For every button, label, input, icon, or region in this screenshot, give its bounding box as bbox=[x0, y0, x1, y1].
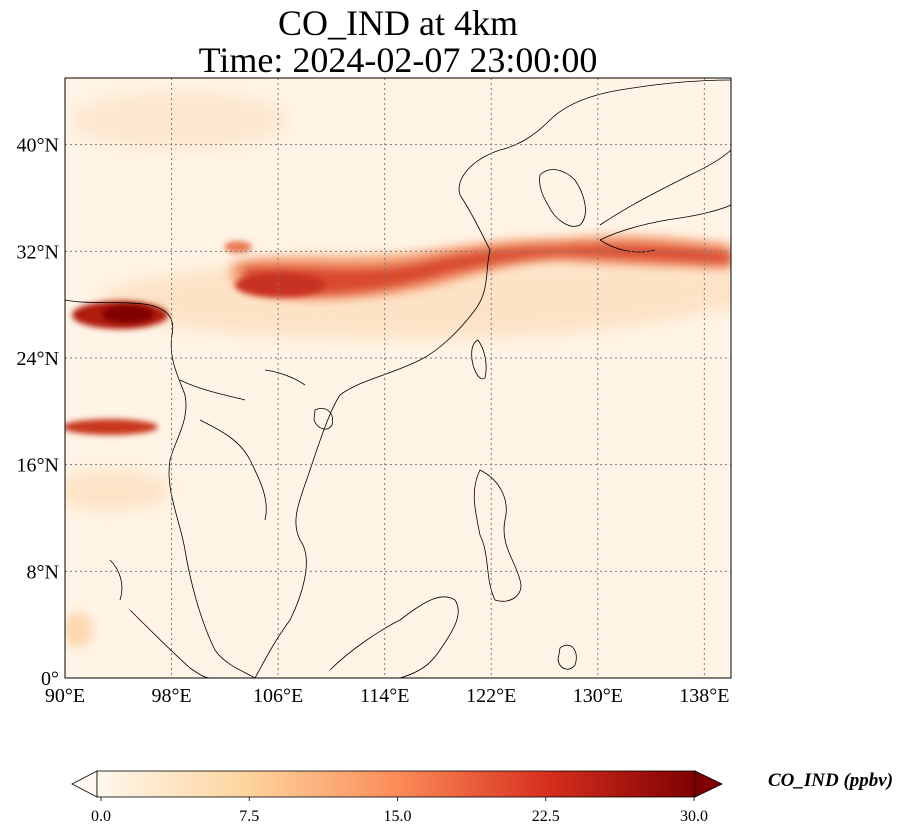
map-title-line-2: Time: 2024-02-07 23:00:00 bbox=[198, 40, 598, 80]
lon-tick-label: 122°E bbox=[466, 685, 516, 707]
lon-tick-label: 90°E bbox=[45, 685, 85, 707]
colorbar-tick-labels: 0.0 7.5 15.0 22.5 30.0 bbox=[91, 797, 708, 825]
colorbar-extend-min bbox=[71, 770, 98, 798]
colorbar-gradient bbox=[96, 770, 696, 798]
coast-china-east bbox=[254, 79, 731, 678]
plume-core-west bbox=[235, 273, 325, 297]
plume-core bbox=[240, 244, 731, 296]
lon-tick-label: 106°E bbox=[253, 685, 303, 707]
field-low-southwest bbox=[65, 470, 170, 510]
lon-tick-label: 130°E bbox=[573, 685, 623, 707]
map-title-line-1: CO_IND at 4km bbox=[278, 3, 518, 43]
border-china-myanmar bbox=[179, 379, 246, 401]
lon-tick-label: 98°E bbox=[151, 685, 191, 707]
lon-tick-label: 138°E bbox=[679, 685, 729, 707]
field-background bbox=[65, 78, 731, 678]
lat-tick-label: 24°N bbox=[17, 348, 59, 370]
colorbar-extend-max bbox=[694, 770, 723, 798]
field-low-corner bbox=[65, 612, 93, 648]
concentration-field bbox=[65, 78, 731, 678]
coastlines bbox=[65, 79, 731, 678]
gridlines bbox=[65, 78, 731, 678]
coast-andaman bbox=[109, 559, 123, 601]
plume-tail bbox=[224, 241, 252, 253]
colorbar-tick-label: 15.0 bbox=[384, 808, 412, 825]
coast-borneo bbox=[329, 596, 459, 678]
colorbar: 0.0 7.5 15.0 22.5 30.0 bbox=[71, 770, 723, 825]
coast-indochina-west bbox=[65, 299, 256, 678]
colorbar-tick-label: 0.0 bbox=[91, 808, 111, 825]
colorbar-tick-label: 22.5 bbox=[532, 808, 560, 825]
field-low-north bbox=[70, 90, 290, 150]
latitude-tick-labels: 0° 8°N 16°N 24°N 32°N 40°N bbox=[17, 135, 59, 690]
colorbar-tick-label: 7.5 bbox=[239, 808, 259, 825]
colorbar-tick-label: 30.0 bbox=[680, 808, 708, 825]
coast-hainan bbox=[313, 408, 333, 430]
lat-tick-label: 16°N bbox=[17, 455, 59, 477]
lat-tick-label: 0° bbox=[41, 668, 59, 690]
hotspot-himalaya-core bbox=[102, 305, 154, 323]
colorbar-title: CO_IND (ppbv) bbox=[768, 770, 894, 791]
coast-japan-kyushu bbox=[599, 239, 656, 253]
coast-philippines bbox=[473, 469, 522, 602]
coast-korea bbox=[539, 169, 586, 227]
map-frame bbox=[64, 77, 732, 679]
lat-tick-label: 32°N bbox=[17, 241, 59, 263]
lat-tick-label: 40°N bbox=[17, 135, 59, 157]
lon-tick-label: 114°E bbox=[360, 685, 409, 707]
coast-japan-west bbox=[599, 149, 731, 226]
lat-tick-label: 8°N bbox=[27, 561, 59, 583]
coast-sumatra bbox=[129, 609, 211, 678]
coast-mindanao-islet bbox=[557, 644, 577, 670]
border-laos bbox=[199, 419, 267, 521]
longitude-tick-labels: 90°E 98°E 106°E 114°E 122°E 130°E 138°E bbox=[45, 685, 730, 707]
coast-japan-south bbox=[599, 204, 731, 241]
hotspot-myanmar bbox=[65, 419, 158, 435]
border-china-vietnam bbox=[264, 369, 306, 386]
field-low-east bbox=[530, 265, 731, 315]
